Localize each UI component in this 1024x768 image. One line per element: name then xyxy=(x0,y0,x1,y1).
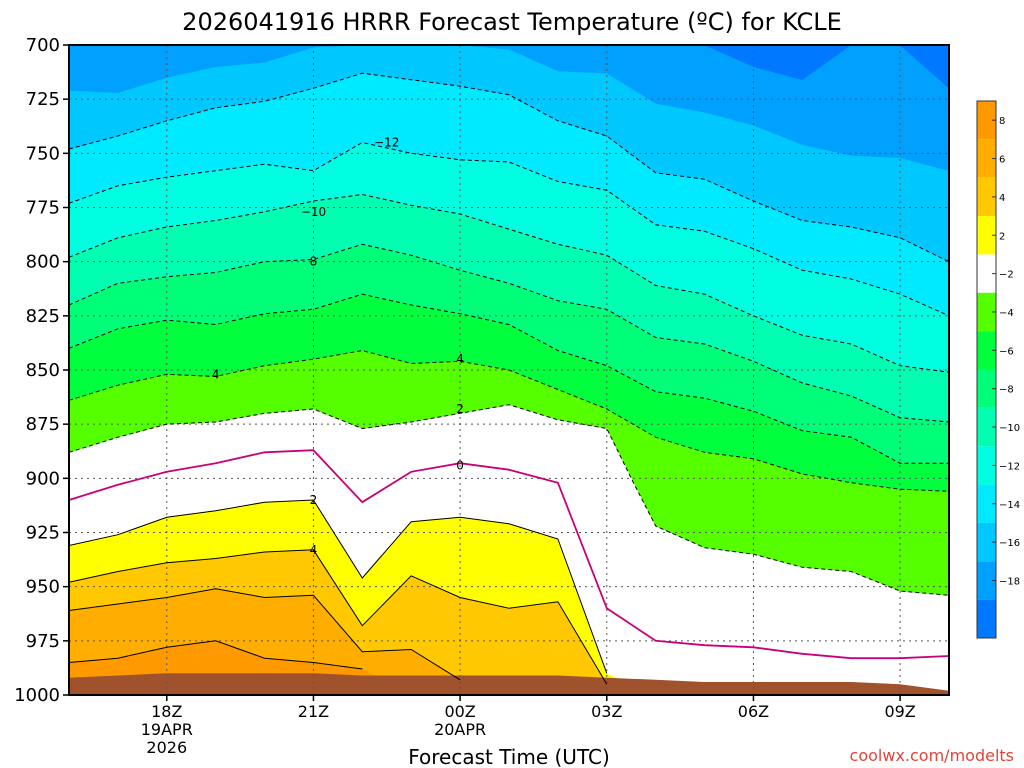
colorbar-swatch xyxy=(977,407,996,447)
contour-line xyxy=(68,72,950,263)
colorbar-swatch xyxy=(977,331,996,370)
colorbar-swatch xyxy=(977,101,996,140)
y-tick-label: 925 xyxy=(26,523,60,544)
colorbar-label: −18 xyxy=(999,576,1020,587)
colorbar-label: −8 xyxy=(999,385,1014,396)
colorbar-label: 2 xyxy=(999,231,1005,242)
contour-label: 2 xyxy=(456,402,464,416)
colorbar-label: 8 xyxy=(999,116,1005,127)
contour-line xyxy=(68,588,461,681)
y-tick-label: 1000 xyxy=(14,685,60,706)
colorbar-swatch xyxy=(977,599,996,638)
x-tick-label: 18Z xyxy=(151,702,182,721)
contour-line xyxy=(68,349,950,492)
ground-area xyxy=(69,673,949,695)
contour-line xyxy=(68,141,950,317)
contour-line xyxy=(68,549,608,685)
y-tick-label: 975 xyxy=(26,631,60,652)
colorbar-swatch xyxy=(977,177,996,217)
colorbar-label: −14 xyxy=(999,500,1020,511)
contour-line xyxy=(68,243,950,423)
contour-line xyxy=(68,193,950,373)
x-tick-label: 21Z xyxy=(298,702,329,721)
contour-line xyxy=(68,293,949,464)
colorbar-label: −4 xyxy=(999,308,1014,319)
contour-label: 0 xyxy=(456,458,464,472)
colorbar-swatch xyxy=(977,561,996,600)
contour-line xyxy=(68,640,363,670)
contour-label: 2 xyxy=(310,493,318,507)
colorbar-swatch xyxy=(977,139,996,178)
colorbar-label: −12 xyxy=(999,461,1020,472)
colorbar-label: −16 xyxy=(999,538,1020,549)
contour-line xyxy=(68,449,950,660)
contour-label: 4 xyxy=(310,543,318,557)
x-tick-label: 2026 xyxy=(146,738,187,757)
x-tick-label: 19APR xyxy=(141,720,193,739)
grid-layer xyxy=(69,45,949,695)
y-tick-label: 700 xyxy=(26,35,60,56)
colorbar: 8 6 4 2 −2 −4 −6 −8 −10 −12 −14 −16 −18 xyxy=(976,100,1020,639)
y-tick-label: 875 xyxy=(26,414,60,435)
colorbar-swatch xyxy=(977,216,996,255)
y-tick-label: 750 xyxy=(26,143,60,164)
x-tick-label: 06Z xyxy=(738,702,769,721)
contour-label: 4 xyxy=(456,352,464,366)
colorbar-swatch xyxy=(977,292,996,332)
x-tick-label: 09Z xyxy=(884,702,915,721)
y-tick-label: 850 xyxy=(26,360,60,381)
contour-line xyxy=(68,404,950,596)
colorbar-swatch xyxy=(977,369,996,408)
temperature-fill-layer xyxy=(68,44,950,696)
chart-title: 2026041916 HRRR Forecast Temperature (ºC… xyxy=(182,8,842,36)
x-tick-label: 20APR xyxy=(434,720,486,739)
colorbar-frame xyxy=(976,100,997,639)
colorbar-swatch xyxy=(977,254,996,293)
colorbar-swatch xyxy=(977,446,996,485)
x-tick-label: 00Z xyxy=(444,702,475,721)
x-axis-label: Forecast Time (UTC) xyxy=(408,745,610,768)
colorbar-label: −10 xyxy=(999,423,1020,434)
y-tick-label: 725 xyxy=(26,89,60,110)
colorbar-label: −6 xyxy=(999,346,1014,357)
contour-label: −10 xyxy=(301,205,326,219)
y-tick-label: 900 xyxy=(26,468,60,489)
x-tick-label: 03Z xyxy=(591,702,622,721)
colorbar-label: 4 xyxy=(999,193,1005,204)
colorbar-swatch xyxy=(977,484,996,523)
credit-text: coolwx.com/modelts xyxy=(850,746,1014,765)
y-tick-label: 825 xyxy=(26,306,60,327)
ground-layer xyxy=(69,673,949,695)
y-tick-label: 950 xyxy=(26,577,60,598)
y-axis: 700 725 750 775 800 825 850 875 900 925 950 975 1000 xyxy=(14,35,69,706)
contour-line xyxy=(68,499,608,674)
y-tick-label: 775 xyxy=(26,198,60,219)
contour-label: 4 xyxy=(212,367,220,381)
colorbar-swatch xyxy=(977,522,996,562)
colorbar-label: −2 xyxy=(999,270,1014,281)
y-tick-label: 800 xyxy=(26,252,60,273)
colorbar-label: 6 xyxy=(999,155,1005,166)
contour-label: 8 xyxy=(310,255,318,269)
